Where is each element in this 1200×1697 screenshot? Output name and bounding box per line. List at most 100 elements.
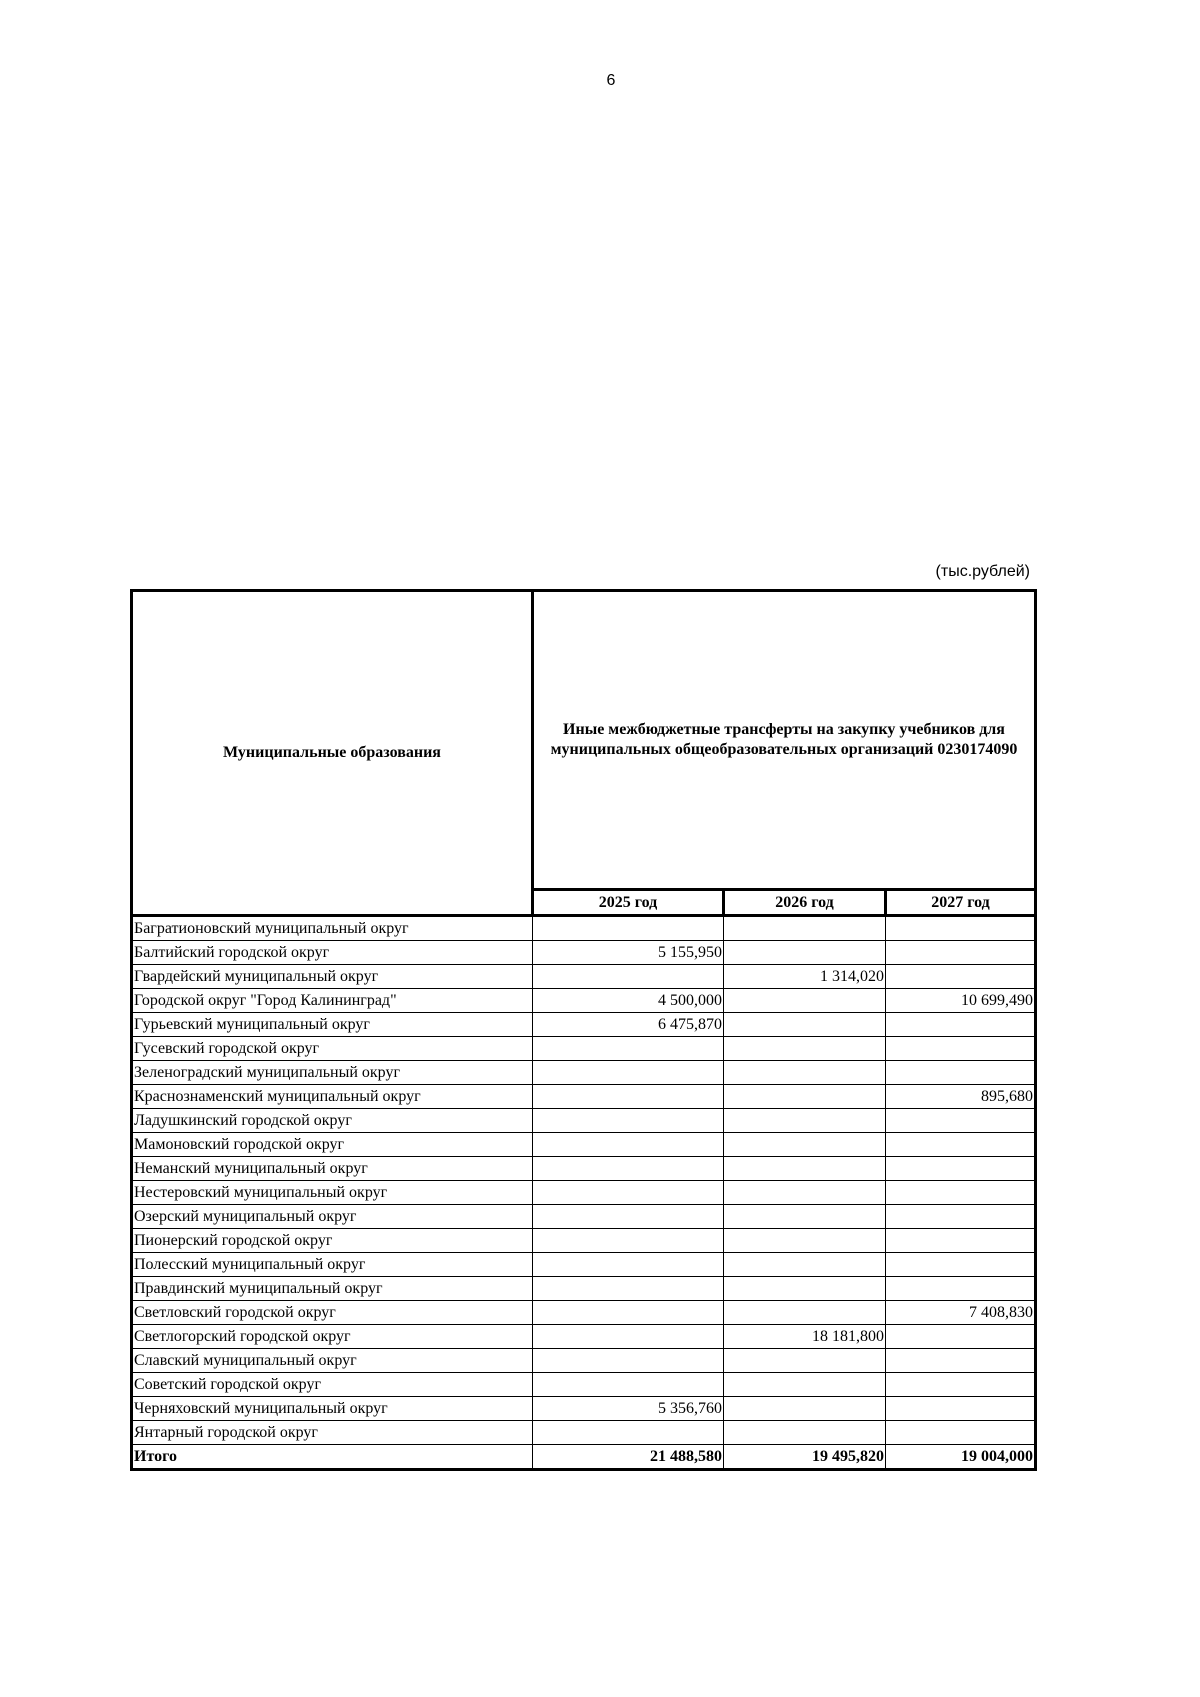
table-row: Правдинский муниципальный округ: [130, 1276, 1037, 1301]
table-row: Славский муниципальный округ: [130, 1348, 1037, 1373]
amount-cell: [723, 1276, 886, 1301]
municipality-name: Светлогорский городской округ: [130, 1324, 533, 1349]
table-row: Балтийский городской округ 5 155,950: [130, 940, 1037, 965]
amount-cell: [885, 1204, 1037, 1229]
amount-cell: 5 356,760: [532, 1396, 724, 1421]
table-row: Мамоновский городской округ: [130, 1132, 1037, 1157]
amount-cell: 7 408,830: [885, 1300, 1037, 1325]
amount-cell: [885, 940, 1037, 965]
amount-cell: [532, 1132, 724, 1157]
municipality-name: Ладушкинский городской округ: [130, 1108, 533, 1133]
amount-cell: [885, 1252, 1037, 1277]
amount-cell: [723, 1300, 886, 1325]
municipality-name: Краснознаменский муниципальный округ: [130, 1084, 533, 1109]
page-number: 6: [606, 72, 616, 89]
amount-cell: [532, 1252, 724, 1277]
amount-cell: [885, 1108, 1037, 1133]
year-header: 2025 год: [531, 888, 725, 917]
amount-cell: [885, 1036, 1037, 1061]
header-municipalities: Муниципальные образования: [130, 589, 534, 917]
table-row: Багратионовский муниципальный округ: [130, 915, 1037, 941]
municipality-name: Городской округ "Город Калининград": [130, 988, 533, 1013]
amount-cell: [885, 1060, 1037, 1085]
amount-cell: [723, 915, 886, 941]
amount-cell: 10 699,490: [885, 988, 1037, 1013]
amount-cell: [532, 1108, 724, 1133]
amount-cell: [532, 1228, 724, 1253]
amount-cell: [723, 988, 886, 1013]
municipality-name: Нестеровский муниципальный округ: [130, 1180, 533, 1205]
amount-cell: [532, 1420, 724, 1445]
amount-cell: [885, 1156, 1037, 1181]
table-row: Нестеровский муниципальный округ: [130, 1180, 1037, 1205]
amount-cell: [532, 1156, 724, 1181]
municipality-name: Зеленоградский муниципальный округ: [130, 1060, 533, 1085]
table-row: Светловский городской округ 7 408,830: [130, 1300, 1037, 1325]
total-amount: 21 488,580: [532, 1444, 724, 1471]
table-row: Советский городской округ: [130, 1372, 1037, 1397]
amount-cell: [885, 1348, 1037, 1373]
amount-cell: 5 155,950: [532, 940, 724, 965]
amount-cell: [885, 1228, 1037, 1253]
amount-cell: [723, 1420, 886, 1445]
municipality-name: Янтарный городской округ: [130, 1420, 533, 1445]
amount-cell: [723, 1036, 886, 1061]
amount-cell: [532, 964, 724, 989]
table-row: Черняховский муниципальный округ 5 356,76…: [130, 1396, 1037, 1421]
amount-cell: [723, 1060, 886, 1085]
municipality-name: Полесский муниципальный округ: [130, 1252, 533, 1277]
amount-cell: [885, 964, 1037, 989]
amount-cell: [532, 1276, 724, 1301]
amount-cell: [723, 1012, 886, 1037]
amount-cell: [532, 1372, 724, 1397]
municipality-name: Правдинский муниципальный округ: [130, 1276, 533, 1301]
unit-note: (тыс.рублей): [935, 563, 1030, 580]
amount-cell: [723, 1180, 886, 1205]
amount-cell: 6 475,870: [532, 1012, 724, 1037]
header-transfer: Иные межбюджетные трансферты на закупку …: [531, 589, 1037, 891]
amount-cell: [723, 1252, 886, 1277]
table-row: Полесский муниципальный округ: [130, 1252, 1037, 1277]
table-row: Светлогорский городской округ 18 181,800: [130, 1324, 1037, 1349]
amount-cell: [885, 1396, 1037, 1421]
amount-cell: [885, 1276, 1037, 1301]
table-row: Краснознаменский муниципальный округ 895,…: [130, 1084, 1037, 1109]
amount-cell: [532, 1060, 724, 1085]
total-amount: 19 495,820: [723, 1444, 886, 1471]
municipality-name: Багратионовский муниципальный округ: [130, 915, 533, 941]
amount-cell: 18 181,800: [723, 1324, 886, 1349]
amount-cell: [723, 1372, 886, 1397]
municipality-name: Черняховский муниципальный округ: [130, 1396, 533, 1421]
table-row: Гусевский городской округ: [130, 1036, 1037, 1061]
amount-cell: [723, 1084, 886, 1109]
amount-cell: [723, 940, 886, 965]
municipality-name: Славский муниципальный округ: [130, 1348, 533, 1373]
amount-cell: [723, 1108, 886, 1133]
amount-cell: [885, 1420, 1037, 1445]
amount-cell: [885, 1012, 1037, 1037]
amount-cell: [532, 1180, 724, 1205]
table-row: Городской округ "Город Калининград" 4 500…: [130, 988, 1037, 1013]
municipality-name: Неманский муниципальный округ: [130, 1156, 533, 1181]
amount-cell: [885, 1372, 1037, 1397]
amount-cell: [532, 1324, 724, 1349]
municipality-name: Светловский городской округ: [130, 1300, 533, 1325]
table-row: Гурьевский муниципальный округ 6 475,870: [130, 1012, 1037, 1037]
municipality-name: Гусевский городской округ: [130, 1036, 533, 1061]
municipality-name: Балтийский городской округ: [130, 940, 533, 965]
amount-cell: [532, 1204, 724, 1229]
amount-cell: [532, 1036, 724, 1061]
amount-cell: [723, 1132, 886, 1157]
amount-cell: [723, 1156, 886, 1181]
municipality-name: Советский городской округ: [130, 1372, 533, 1397]
amount-cell: [723, 1204, 886, 1229]
amount-cell: [885, 1132, 1037, 1157]
amount-cell: 4 500,000: [532, 988, 724, 1013]
table-row: Ладушкинский городской округ: [130, 1108, 1037, 1133]
year-header: 2027 год: [884, 888, 1037, 917]
table-row: Гвардейский муниципальный округ 1 314,020: [130, 964, 1037, 989]
amount-cell: [532, 915, 724, 941]
amount-cell: [532, 1300, 724, 1325]
